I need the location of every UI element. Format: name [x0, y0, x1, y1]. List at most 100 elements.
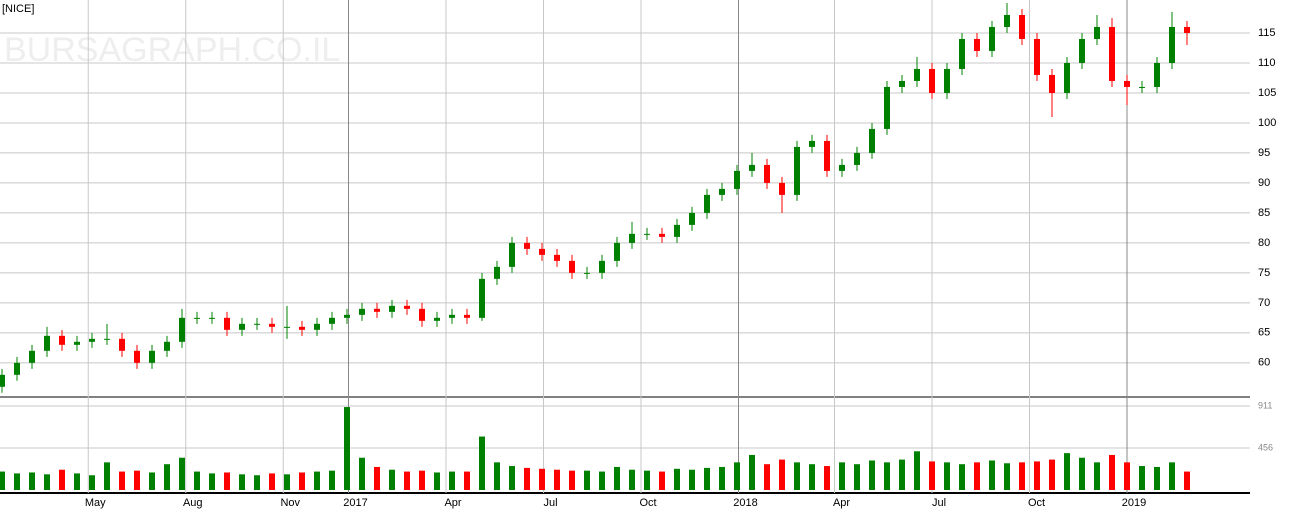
volume-bar: [179, 457, 185, 490]
x-tick-label: Apr: [444, 497, 461, 509]
volume-bar: [539, 468, 545, 490]
x-tick-label: Jul: [932, 497, 946, 509]
volume-bar: [569, 470, 575, 490]
volume-bar: [299, 472, 305, 490]
y-tick-label: 60: [1258, 357, 1270, 369]
candle-body: [0, 374, 5, 387]
y-tick-label: 115: [1258, 27, 1276, 39]
volume-bar: [209, 473, 215, 490]
x-tick-label: Jul: [543, 497, 557, 509]
candle-body: [749, 164, 755, 171]
candle-body: [419, 308, 425, 321]
candle-body: [1169, 26, 1175, 63]
candle-body: [194, 317, 200, 319]
candle-body: [629, 233, 635, 243]
volume-bar: [974, 462, 980, 490]
volume-bar: [959, 464, 965, 490]
candle-body: [1124, 80, 1130, 87]
y-tick-label: 105: [1258, 87, 1276, 99]
candle-body: [59, 335, 65, 345]
candle-body: [524, 242, 530, 249]
x-tick-label: Apr: [833, 497, 850, 509]
y-tick-label: 110: [1258, 57, 1276, 69]
volume-bar: [1124, 462, 1130, 490]
candle-body: [929, 68, 935, 93]
y-tick-label: 65: [1258, 327, 1270, 339]
volume-bar: [29, 472, 35, 490]
volume-bar: [734, 462, 740, 490]
volume-bar: [314, 471, 320, 490]
volume-bar: [869, 460, 875, 490]
candle-body: [989, 26, 995, 51]
volume-bar: [329, 470, 335, 490]
volume-bar: [899, 459, 905, 490]
volume-bar: [224, 472, 230, 490]
volume-bar: [629, 469, 635, 490]
volume-bar: [239, 474, 245, 490]
volume-bar: [74, 473, 80, 490]
candle-body: [1004, 14, 1010, 27]
volume-bar: [794, 462, 800, 490]
volume-bar: [434, 472, 440, 490]
volume-bar: [14, 473, 20, 490]
volume-bar: [914, 451, 920, 490]
volume-bar: [659, 471, 665, 490]
volume-bar: [284, 474, 290, 490]
y-tick-label: 80: [1258, 237, 1270, 249]
candle-body: [674, 224, 680, 237]
candle-body: [584, 272, 590, 274]
volume-bar: [1079, 457, 1085, 490]
candle-body: [839, 164, 845, 171]
y-tick-label: 85: [1258, 207, 1270, 219]
candle-body: [869, 128, 875, 153]
volume-bar: [764, 464, 770, 490]
volume-bar: [884, 462, 890, 490]
candle-body: [329, 317, 335, 324]
volume-bar: [449, 471, 455, 490]
candle-body: [1139, 86, 1145, 88]
volume-bar: [494, 462, 500, 490]
candle-body: [209, 317, 215, 319]
candle-body: [959, 38, 965, 69]
candle-body: [509, 242, 515, 267]
candle-body: [1019, 14, 1025, 39]
candle-body: [164, 341, 170, 351]
candle-body: [434, 317, 440, 321]
volume-bar: [269, 473, 275, 490]
volume-bar: [1184, 471, 1190, 490]
volume-bar: [1019, 462, 1025, 490]
candle-body: [119, 338, 125, 351]
volume-bar: [479, 436, 485, 490]
y-tick-label: 100: [1258, 117, 1276, 129]
volume-bar: [359, 457, 365, 490]
y-tick-label: 70: [1258, 297, 1270, 309]
volume-bar: [749, 454, 755, 490]
volume-bar: [614, 466, 620, 490]
candle-body: [314, 323, 320, 330]
volume-bar: [554, 469, 560, 490]
volume-bar: [344, 407, 350, 490]
candle-body: [1094, 26, 1100, 39]
candle-body: [299, 326, 305, 330]
candle-body: [479, 278, 485, 318]
x-tick-label: 2017: [343, 497, 367, 509]
candle-body: [449, 314, 455, 318]
volume-bar: [809, 464, 815, 490]
candle-body: [1184, 26, 1190, 33]
x-tick-label: Aug: [183, 497, 203, 509]
volume-bar: [989, 460, 995, 490]
candle-body: [734, 170, 740, 189]
candle-body: [974, 38, 980, 51]
candle-body: [689, 212, 695, 225]
candle-body: [614, 242, 620, 261]
candle-body: [404, 305, 410, 309]
candle-body: [569, 260, 575, 273]
candle-body: [89, 338, 95, 342]
candle-body: [224, 317, 230, 330]
candle-body: [179, 317, 185, 342]
volume-bar: [1109, 454, 1115, 490]
candle-body: [269, 323, 275, 327]
candle-body: [899, 80, 905, 87]
candle-body: [1079, 38, 1085, 63]
candle-body: [824, 140, 830, 171]
